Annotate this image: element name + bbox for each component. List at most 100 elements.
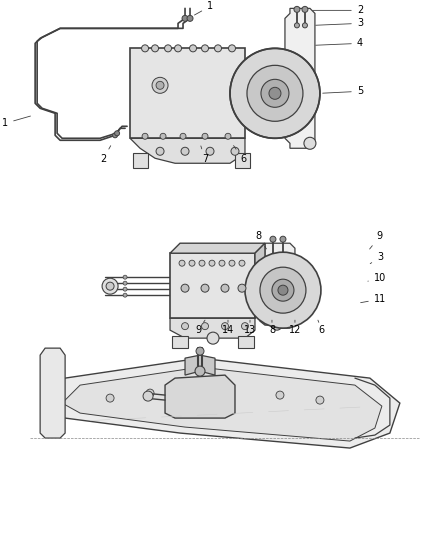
Circle shape — [141, 45, 148, 52]
Polygon shape — [285, 9, 315, 148]
Circle shape — [187, 15, 193, 21]
Circle shape — [302, 6, 308, 12]
Circle shape — [272, 320, 282, 330]
Text: 10: 10 — [368, 273, 386, 283]
Polygon shape — [235, 154, 250, 168]
Polygon shape — [238, 336, 254, 348]
Polygon shape — [255, 243, 265, 318]
Text: 2: 2 — [100, 146, 111, 164]
Polygon shape — [260, 243, 295, 328]
Circle shape — [142, 133, 148, 139]
Circle shape — [269, 87, 281, 99]
Circle shape — [201, 322, 208, 329]
Circle shape — [123, 293, 127, 297]
Circle shape — [238, 284, 246, 292]
Text: 5: 5 — [323, 86, 363, 96]
Circle shape — [199, 260, 205, 266]
Circle shape — [225, 133, 231, 139]
Circle shape — [304, 138, 316, 149]
Polygon shape — [45, 358, 400, 448]
Polygon shape — [170, 318, 255, 338]
Text: 3: 3 — [370, 252, 383, 264]
Circle shape — [181, 147, 189, 155]
Circle shape — [261, 79, 289, 107]
Circle shape — [181, 284, 189, 292]
Circle shape — [106, 282, 114, 290]
Polygon shape — [165, 375, 235, 418]
Circle shape — [272, 279, 294, 301]
Circle shape — [229, 260, 235, 266]
Circle shape — [270, 256, 276, 261]
Circle shape — [303, 23, 307, 28]
Circle shape — [165, 45, 172, 52]
Circle shape — [123, 281, 127, 285]
Circle shape — [190, 45, 197, 52]
Text: 3: 3 — [316, 18, 363, 28]
Circle shape — [180, 133, 186, 139]
Circle shape — [143, 391, 153, 401]
Circle shape — [280, 256, 286, 261]
Circle shape — [195, 366, 205, 376]
Circle shape — [260, 267, 306, 313]
Polygon shape — [62, 367, 382, 441]
Circle shape — [174, 45, 181, 52]
Circle shape — [294, 23, 300, 28]
Circle shape — [160, 133, 166, 139]
Polygon shape — [40, 348, 65, 438]
Text: 9: 9 — [195, 320, 205, 335]
Circle shape — [270, 236, 276, 242]
Circle shape — [280, 236, 286, 242]
Circle shape — [239, 260, 245, 266]
Polygon shape — [133, 154, 148, 168]
Circle shape — [294, 6, 300, 12]
Circle shape — [278, 285, 288, 295]
Text: 13: 13 — [244, 320, 256, 335]
Text: 6: 6 — [318, 320, 325, 335]
Circle shape — [156, 82, 164, 90]
Polygon shape — [172, 336, 188, 348]
Circle shape — [123, 287, 127, 291]
Circle shape — [156, 147, 164, 155]
Circle shape — [207, 332, 219, 344]
Circle shape — [206, 147, 214, 155]
Text: 4: 4 — [316, 38, 363, 49]
Circle shape — [215, 45, 222, 52]
Text: 9: 9 — [370, 231, 383, 249]
Circle shape — [247, 66, 303, 122]
Circle shape — [123, 275, 127, 279]
Circle shape — [146, 389, 154, 397]
Text: 1: 1 — [194, 2, 213, 15]
Circle shape — [276, 391, 284, 399]
Circle shape — [202, 133, 208, 139]
Bar — [170, 253, 255, 318]
Circle shape — [189, 260, 195, 266]
Circle shape — [209, 260, 215, 266]
Circle shape — [316, 396, 324, 404]
Circle shape — [179, 260, 185, 266]
Circle shape — [102, 278, 118, 294]
Circle shape — [241, 322, 248, 329]
Circle shape — [115, 131, 120, 136]
Text: 2: 2 — [313, 5, 363, 15]
Text: 14: 14 — [222, 320, 234, 335]
Circle shape — [229, 45, 236, 52]
Text: 8: 8 — [255, 231, 266, 249]
Circle shape — [231, 147, 239, 155]
Text: 11: 11 — [360, 294, 386, 304]
Circle shape — [230, 49, 320, 138]
Polygon shape — [130, 138, 245, 163]
Circle shape — [245, 252, 321, 328]
Circle shape — [182, 15, 188, 21]
Text: 1: 1 — [2, 116, 31, 128]
Circle shape — [221, 284, 229, 292]
Circle shape — [201, 45, 208, 52]
Circle shape — [196, 347, 204, 355]
Circle shape — [181, 322, 188, 329]
Text: 8: 8 — [269, 320, 275, 335]
Circle shape — [106, 394, 114, 402]
Bar — [130, 49, 245, 138]
Circle shape — [152, 77, 168, 93]
Polygon shape — [185, 355, 215, 375]
Text: 6: 6 — [233, 146, 246, 164]
Circle shape — [222, 322, 229, 329]
